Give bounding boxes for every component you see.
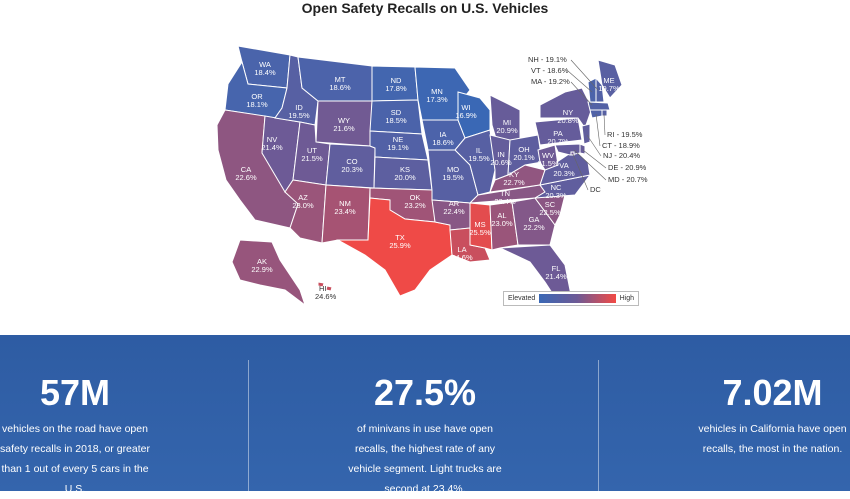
state-label-ky: KY 22.7% [503, 170, 525, 187]
stat-description: vehicles on the road have open safety rec… [0, 423, 150, 495]
state-label-md: MD - 20.7% [608, 175, 648, 184]
leader-line-vt [567, 70, 593, 93]
state-label-mo: MO 19.5% [442, 165, 464, 182]
state-label-ks: KS 20.0% [394, 165, 416, 182]
state-label-ma: MA - 19.2% [531, 77, 570, 86]
leader-line-nj [586, 134, 602, 157]
state-label-co: CO 20.3% [341, 157, 363, 174]
state-label-tx: TX 25.9% [389, 233, 411, 250]
stat-number: 7.02M [722, 372, 823, 413]
leader-line-nh [570, 59, 599, 91]
state-label-tn: TN 22.4% [494, 189, 516, 206]
state-label-nh: NH - 19.1% [528, 55, 567, 64]
state-label-ok: OK 23.2% [404, 193, 426, 210]
state-label-wi: WI 16.9% [455, 103, 477, 120]
leader-line-md [573, 149, 607, 181]
leader-line-de [582, 149, 607, 169]
state-hi[interactable] [317, 281, 333, 292]
state-label-ia: IA 18.6% [432, 130, 454, 147]
state-label-ri: RI - 19.5% [607, 130, 643, 139]
stat-vehicles-total: 57M vehicles on the road have open safety… [0, 335, 150, 496]
state-label-nd: ND 17.8% [385, 76, 407, 93]
state-me[interactable] [597, 59, 623, 99]
stat-number: 27.5% [373, 372, 477, 413]
state-wv[interactable] [537, 144, 559, 171]
state-ma[interactable] [587, 101, 611, 111]
state-nj[interactable] [581, 123, 591, 145]
state-label-dc: DC [590, 185, 601, 194]
stats-panel: 57M vehicles on the road have open safety… [0, 335, 850, 496]
legend-low-label: Elevated [508, 295, 536, 302]
state-vt[interactable] [587, 77, 597, 103]
state-label-ct: CT - 18.9% [602, 141, 640, 150]
state-label-az: AZ 23.0% [292, 193, 314, 210]
state-label-ne: NE 19.1% [387, 135, 409, 152]
state-ny[interactable] [539, 87, 593, 130]
state-al[interactable] [489, 201, 519, 251]
leader-line-ct [595, 113, 601, 147]
state-label-sd: SD 18.5% [385, 108, 407, 125]
stat-description: vehicles in California have open recalls,… [698, 423, 847, 455]
state-label-wv: WV 21.5% [537, 151, 559, 168]
stat-minivans: 27.5% of minivans in use have open recall… [325, 335, 525, 496]
stat-divider [248, 360, 249, 491]
state-label-or: OR 18.1% [246, 92, 268, 109]
state-label-la: LA 24.6% [451, 245, 473, 262]
state-label-ms: MS 25.5% [469, 220, 491, 237]
map-legend: Elevated High [503, 291, 639, 306]
state-label-vt: VT - 18.6% [531, 66, 569, 75]
state-label-wa: WA 18.4% [254, 60, 276, 77]
chart-title: Open Safety Recalls on U.S. Vehicles [301, 0, 549, 16]
us-recall-map: WA 18.4% OR 18.1% CA 22.6%NV 21.4% ID 19.5% MT 18.… [216, 45, 648, 307]
state-label-wy: WY 21.6% [333, 116, 355, 133]
state-label-me: ME 19.7% [598, 76, 620, 93]
state-label-nv: NV 21.4% [261, 135, 283, 152]
state-label-il: IL 19.5% [468, 146, 490, 163]
state-label-oh: OH 20.1% [513, 145, 535, 162]
state-label-nm: NM 23.4% [334, 199, 356, 216]
state-label-ca: CA 22.6% [235, 165, 257, 182]
state-label-mi: MI 20.9% [496, 118, 518, 135]
state-ga[interactable] [511, 197, 556, 246]
state-label-sc: SC 22.5% [539, 200, 561, 217]
stat-divider [598, 360, 599, 491]
state-label-ar: AR 22.4% [443, 199, 465, 216]
stat-number: 57M [39, 372, 111, 413]
state-oh[interactable] [507, 134, 543, 176]
state-label-fl: FL 21.4% [545, 264, 567, 281]
legend-color-bar [539, 294, 616, 303]
stat-description: of minivans in use have open recalls, the… [348, 423, 502, 495]
state-label-ny: NY 20.8% [557, 108, 579, 125]
state-label-nc: NC 20.3% [545, 183, 567, 200]
state-label-mt: MT 18.6% [329, 75, 351, 92]
state-label-nj: NJ - 20.4% [603, 151, 640, 160]
leader-line-dc [572, 153, 589, 191]
legend-high-label: High [619, 295, 634, 302]
state-label-in: IN 20.6% [490, 150, 512, 167]
state-label-pa: PA 20.7% [547, 129, 569, 146]
state-label-hi: HI 24.6% [315, 284, 337, 301]
leader-line-ri [603, 113, 606, 136]
stat-california: 7.02M vehicles in California have open re… [690, 335, 850, 491]
state-label-ak: AK 22.9% [251, 257, 273, 274]
state-label-ut: UT 21.5% [301, 146, 323, 163]
state-label-ga: GA 22.2% [523, 215, 545, 232]
state-ri[interactable] [601, 109, 608, 117]
leader-line-ma [570, 81, 593, 106]
state-label-de: DE - 20.9% [608, 163, 647, 172]
state-de[interactable] [579, 143, 586, 155]
state-label-mn: MN 17.3% [426, 87, 448, 104]
state-ak[interactable] [231, 239, 306, 307]
state-ms[interactable] [469, 202, 493, 251]
state-label-al: AL 23.0% [491, 211, 513, 228]
state-label-va: VA 20.3% [553, 161, 575, 178]
state-pa[interactable] [534, 117, 583, 146]
state-label-id: ID 19.5% [288, 103, 310, 120]
